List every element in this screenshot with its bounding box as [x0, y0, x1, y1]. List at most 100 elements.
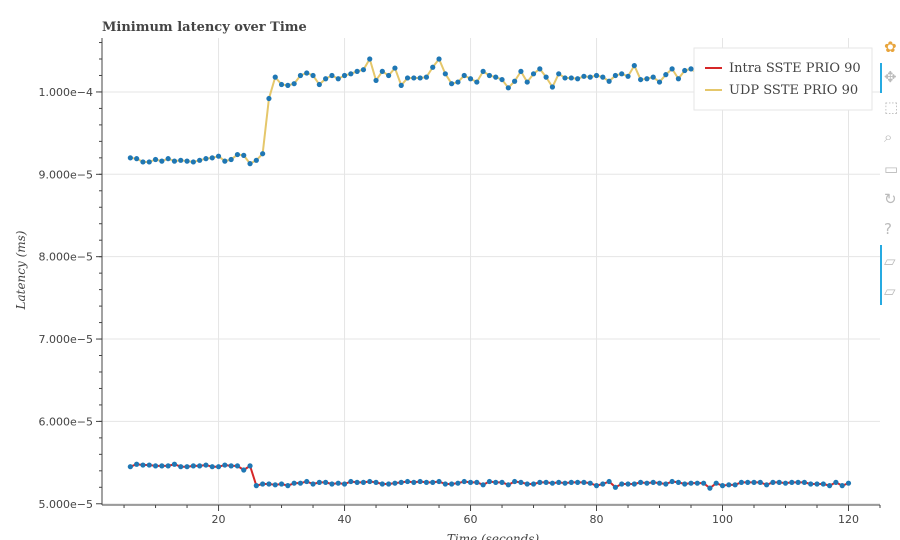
series-1-point	[316, 81, 322, 88]
series-1-point	[644, 76, 650, 82]
series-0-point	[713, 480, 719, 486]
series-0-point	[386, 481, 392, 487]
hover-icon-2[interactable]: ▱	[884, 282, 896, 300]
series-1-point	[272, 74, 278, 80]
series-0-point	[197, 463, 203, 469]
series-0-point	[241, 467, 247, 473]
series-1-point	[411, 75, 417, 81]
series-1-point	[549, 84, 556, 90]
series-0-point	[486, 478, 493, 485]
legend[interactable]: Intra SSTE PRIO 90 UDP SSTE PRIO 90	[693, 47, 873, 111]
series-1-point	[581, 73, 587, 79]
series-1-point	[285, 82, 291, 88]
series-0-point	[726, 482, 732, 488]
series-1-point	[152, 156, 159, 163]
series-1-point	[171, 158, 178, 164]
series-0-point	[449, 481, 455, 487]
active-tool-indicator	[880, 63, 882, 93]
series-1-point	[663, 72, 669, 78]
series-1-point	[386, 72, 392, 79]
series-1-point	[417, 75, 423, 81]
series-1-point	[323, 76, 329, 82]
save-icon[interactable]: ▭	[884, 160, 899, 178]
series-0-point	[789, 479, 795, 485]
series-1-point	[505, 85, 511, 91]
series-0-point	[335, 480, 341, 486]
series-0-point	[505, 482, 511, 488]
series-0-point	[612, 484, 619, 490]
series-0-point	[178, 464, 184, 470]
hover-icon-1[interactable]: ▱	[884, 252, 896, 270]
series-1-point	[556, 71, 562, 77]
series-0-point	[694, 480, 700, 486]
grid	[102, 38, 880, 505]
series-0-point	[801, 479, 808, 485]
series-0-point	[455, 480, 461, 486]
series-0-point	[323, 479, 329, 485]
series-0-point	[782, 480, 789, 486]
series-0-point	[675, 479, 682, 485]
series-0-point	[625, 481, 631, 487]
series-1-point	[486, 72, 493, 79]
series-1-point	[360, 67, 367, 73]
bokeh-logo-icon[interactable]: ✿	[884, 38, 897, 56]
legend-label-intra[interactable]: Intra SSTE PRIO 90	[729, 61, 861, 76]
series-1-point	[184, 158, 190, 164]
series-1-point	[480, 68, 486, 74]
series-1-point	[461, 72, 467, 79]
series-1-point	[638, 76, 644, 83]
series-0-point	[278, 481, 285, 487]
series-0-point	[297, 480, 304, 486]
wheel-zoom-icon[interactable]: ⌕	[884, 128, 893, 146]
series-0-point	[373, 479, 379, 485]
series-1-point	[140, 159, 146, 165]
series-0-point	[745, 479, 751, 485]
series-0-point	[398, 479, 404, 485]
series-0-point	[562, 480, 568, 486]
series-1-point	[449, 81, 455, 87]
series-0-point	[827, 483, 833, 489]
pan-icon[interactable]: ✥	[884, 68, 897, 86]
series-0-point	[329, 481, 335, 487]
series-1-point	[442, 71, 448, 77]
series-1-point	[260, 151, 266, 157]
series-0-point	[512, 478, 518, 485]
series-0-point	[467, 479, 474, 485]
series-0-point	[575, 479, 581, 485]
series-1-point	[373, 77, 379, 84]
series-1-point	[650, 74, 656, 80]
series-0-point	[606, 478, 612, 485]
series-0-point	[348, 478, 354, 485]
series-0-point	[549, 480, 556, 486]
reset-icon[interactable]: ↻	[884, 190, 897, 208]
series-0-point	[423, 479, 430, 485]
x-tick-label: 120	[838, 513, 859, 526]
box-zoom-icon[interactable]: ⬚	[884, 98, 899, 116]
series-0-point	[593, 483, 600, 489]
series-0-point	[757, 479, 763, 485]
series-1-point	[291, 81, 297, 87]
series-1-point	[512, 78, 518, 84]
series-1-point	[222, 158, 228, 164]
series-1-point	[499, 76, 505, 83]
series-1-point	[404, 75, 411, 81]
series-0-point	[556, 479, 562, 485]
legend-label-udp[interactable]: UDP SSTE PRIO 90	[729, 83, 858, 98]
series-0-point	[461, 478, 467, 485]
series-1-point	[688, 66, 694, 72]
series-0-point	[234, 463, 241, 469]
series-1-point	[197, 157, 203, 163]
series-0-point	[707, 485, 713, 491]
series-0-point	[631, 481, 637, 487]
series-1-point	[606, 78, 612, 84]
chart-title: Minimum latency over Time	[102, 20, 307, 35]
series-0-point	[751, 479, 757, 485]
series-0-point	[568, 479, 574, 485]
series-0-point	[669, 478, 675, 485]
x-tick-label: 80	[590, 513, 604, 526]
help-icon[interactable]: ?	[884, 220, 892, 238]
series-0-point	[127, 464, 133, 470]
series-1-point	[203, 156, 209, 162]
series-0-point	[701, 480, 707, 486]
series-1-point	[127, 155, 133, 161]
